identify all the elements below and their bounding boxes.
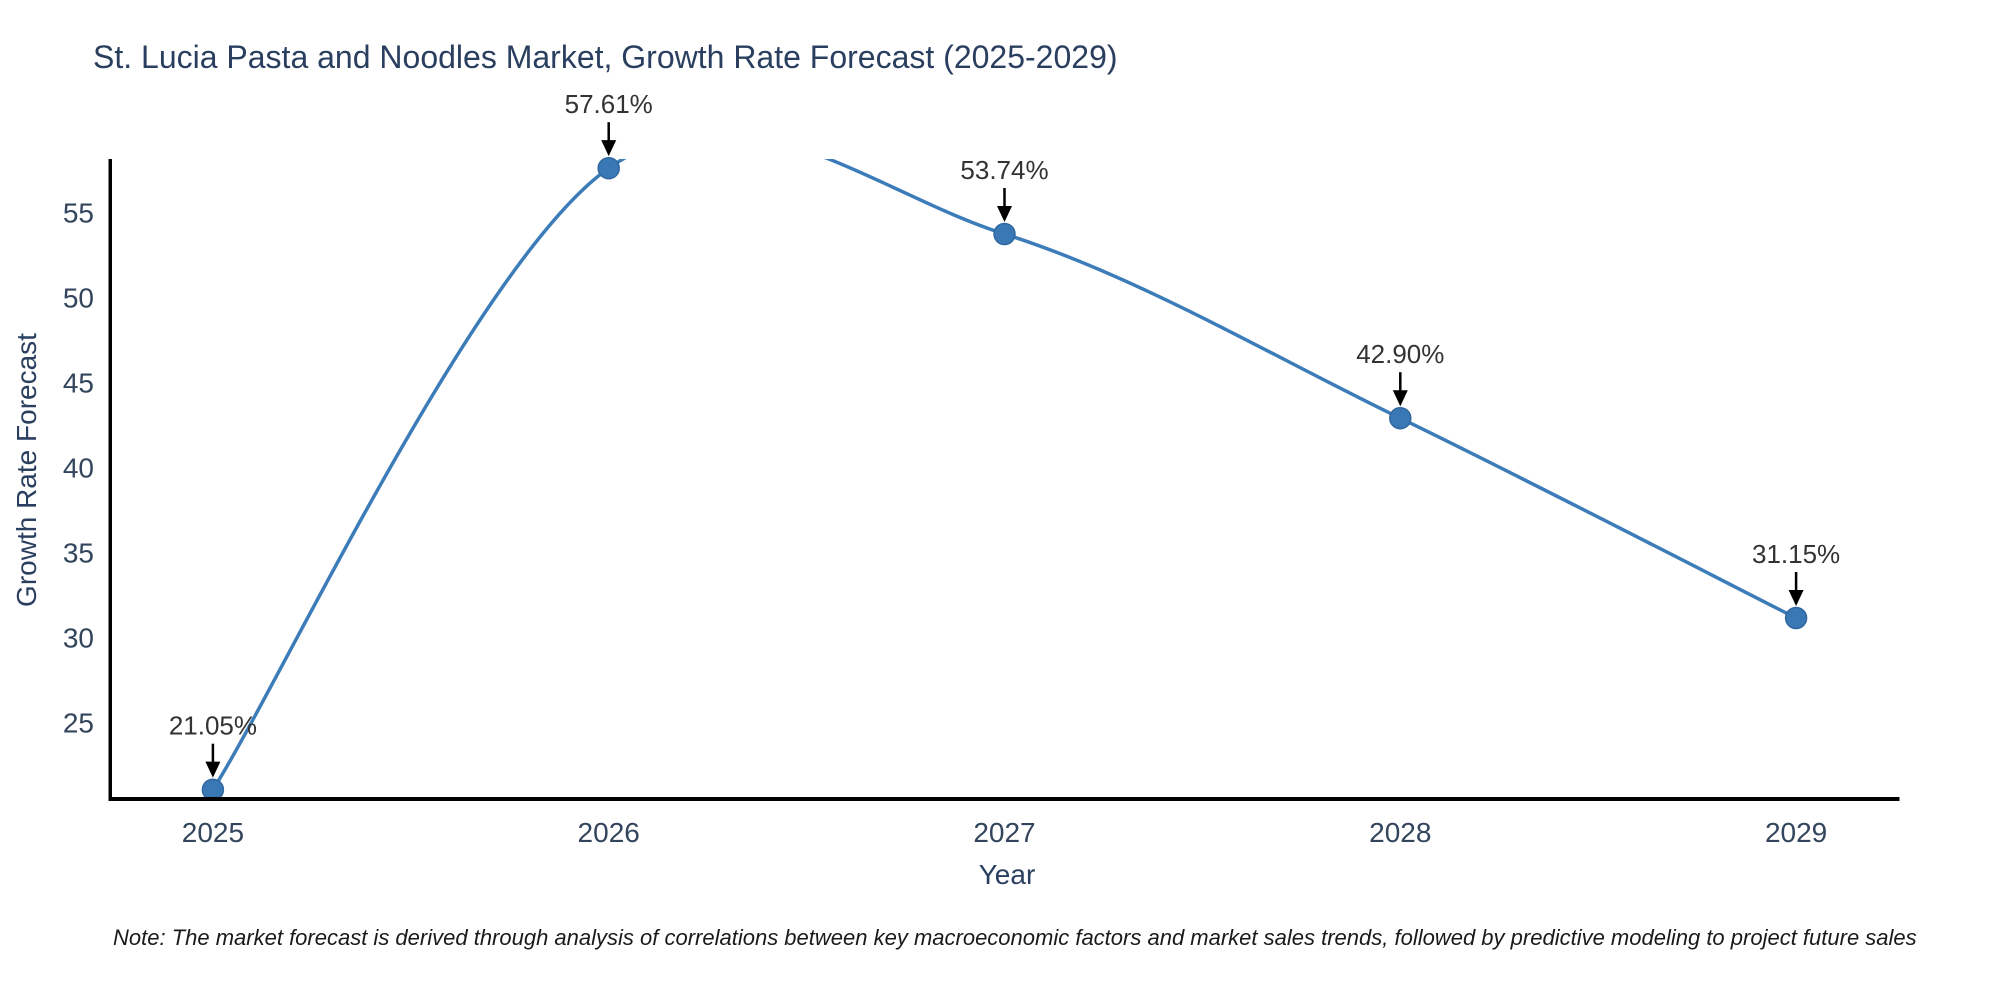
x-axis-line (108, 797, 1900, 801)
data-point-marker (993, 222, 1016, 246)
chart-title: St. Lucia Pasta and Noodles Market, Grow… (93, 39, 1118, 75)
data-point-marker (1784, 606, 1808, 630)
y-tick-label: 50 (63, 283, 94, 314)
y-axis-line (108, 159, 112, 801)
axis-ticks-layer: 25 30 35 40 45 50 55 2025 2026 2027 2028 2029 (63, 198, 1827, 848)
y-tick-label: 40 (63, 453, 94, 484)
y-axis-title: Growth Rate Forecast (11, 333, 42, 607)
annotation-arrow-head (1392, 390, 1408, 407)
data-point-marker (1389, 406, 1412, 430)
annotation-arrow-head (601, 140, 617, 157)
annotation-arrow-head (205, 761, 221, 778)
x-axis-title: Year (979, 859, 1036, 890)
y-tick-label: 45 (63, 368, 94, 399)
chart-note: Note: The market forecast is derived thr… (113, 925, 1917, 950)
x-tick-label: 2027 (973, 817, 1035, 848)
y-tick-label: 25 (63, 708, 94, 739)
y-tick-label: 30 (63, 623, 94, 654)
data-point-marker (597, 156, 620, 180)
trend-line (211, 159, 1798, 792)
annotations-layer: 21.05% 57.61% 53.74% 42.90% 31.15% (169, 89, 1840, 778)
x-tick-label: 2028 (1369, 817, 1431, 848)
y-tick-label: 35 (63, 538, 94, 569)
x-tick-label: 2026 (578, 817, 640, 848)
data-points-layer (201, 156, 1808, 801)
series-line-layer (211, 159, 1798, 792)
x-tick-label: 2025 (182, 817, 244, 848)
annotation-arrow-head (1788, 589, 1804, 606)
annotation-arrow-head (997, 205, 1012, 222)
annotation-value-label: 21.05% (169, 711, 257, 741)
annotation-value-label: 31.15% (1752, 539, 1840, 569)
annotation-value-label: 42.90% (1356, 339, 1444, 369)
annotation-value-label: 53.74% (960, 155, 1048, 185)
x-tick-label: 2029 (1765, 817, 1827, 848)
y-tick-label: 55 (63, 198, 94, 229)
annotation-value-label: 57.61% (565, 89, 653, 119)
